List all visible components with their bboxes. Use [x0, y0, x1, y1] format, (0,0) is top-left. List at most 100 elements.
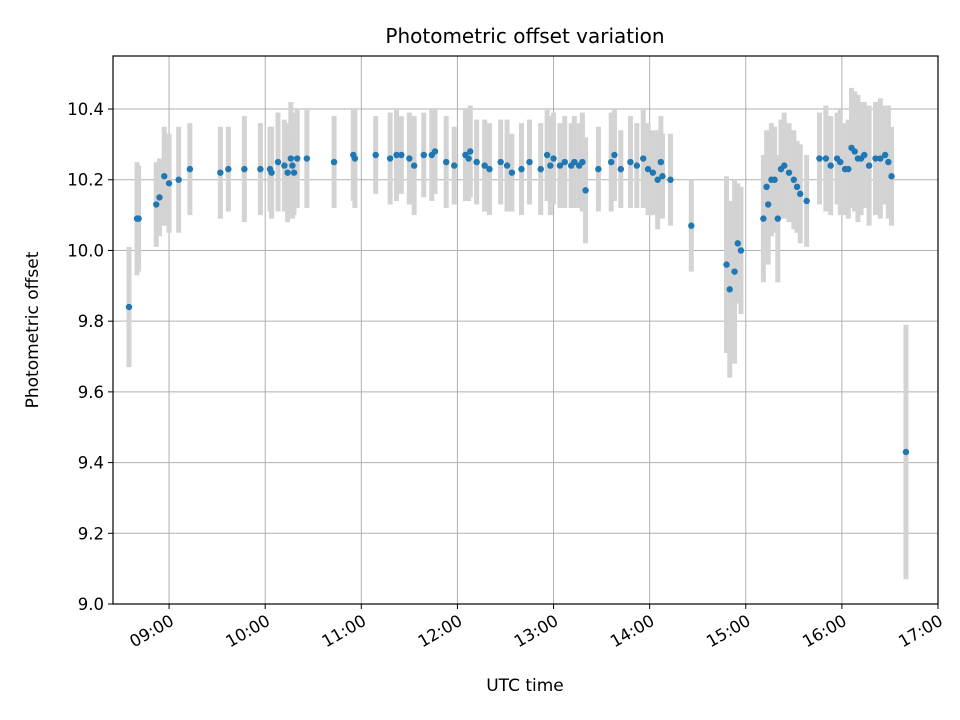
data-point: [351, 155, 359, 162]
data-point: [881, 151, 889, 159]
data-point: [734, 240, 741, 247]
data-point: [654, 176, 661, 183]
y-tick-label: 9.0: [78, 595, 104, 614]
data-point: [633, 162, 641, 169]
data-point: [473, 158, 480, 166]
data-point: [723, 261, 730, 268]
data-point: [161, 173, 168, 180]
data-point: [731, 268, 738, 275]
y-axis-ticks: 9.0 9.2 9.4 9.6 9.8 10.0 10.2 10.4: [67, 100, 113, 614]
data-point: [420, 151, 427, 159]
data-point: [611, 151, 618, 159]
data-point: [816, 155, 823, 162]
data-point: [486, 165, 493, 173]
data-point: [443, 158, 450, 166]
data-point: [861, 151, 868, 159]
data-point: [785, 169, 793, 176]
data-point: [135, 215, 142, 222]
data-point: [225, 165, 232, 173]
data-point: [627, 158, 634, 166]
data-point: [156, 194, 163, 201]
data-point: [289, 162, 296, 169]
data-point: [406, 155, 413, 162]
data-point: [737, 247, 745, 254]
data-point: [287, 155, 295, 162]
data-point: [790, 176, 798, 183]
data-point: [526, 158, 533, 166]
data-point: [303, 155, 311, 162]
data-point: [726, 286, 733, 293]
data-point: [410, 162, 418, 169]
data-point: [393, 151, 400, 159]
data-point: [284, 169, 291, 176]
data-point: [659, 173, 666, 180]
data-point: [649, 169, 657, 176]
data-point: [764, 201, 772, 208]
data-point: [451, 162, 458, 169]
data-point: [872, 155, 879, 162]
data-point: [774, 215, 782, 222]
data-point: [657, 158, 665, 166]
y-tick-label: 9.6: [78, 383, 104, 402]
data-point: [125, 303, 133, 311]
data-point: [877, 155, 884, 162]
y-tick-label: 10.0: [67, 241, 104, 260]
data-point: [763, 183, 770, 191]
x-axis-title: UTC time: [486, 676, 564, 696]
y-tick-label: 10.4: [67, 100, 104, 119]
data-point: [294, 155, 301, 162]
data-point: [667, 176, 674, 183]
data-point: [793, 183, 801, 191]
data-point: [537, 165, 544, 173]
data-point: [290, 169, 298, 176]
data-point: [550, 155, 557, 162]
data-point: [330, 158, 338, 166]
data-point: [797, 190, 804, 198]
data-point: [241, 165, 248, 173]
y-axis-title: Photometric offset: [23, 251, 43, 408]
data-point: [595, 165, 602, 173]
data-point: [902, 448, 910, 456]
data-point: [175, 176, 182, 183]
data-point: [518, 165, 525, 173]
data-point: [851, 148, 858, 155]
data-point: [617, 165, 625, 173]
data-point: [827, 162, 834, 169]
data-point: [165, 180, 173, 187]
data-point: [431, 148, 439, 155]
data-point: [257, 165, 264, 173]
data-point: [217, 169, 224, 176]
data-point: [644, 165, 652, 173]
data-point: [571, 158, 578, 166]
data-point: [481, 162, 488, 169]
data-point: [503, 162, 511, 169]
y-tick-label: 9.4: [78, 454, 104, 473]
data-point: [582, 187, 589, 194]
data-point: [888, 173, 895, 180]
data-point: [467, 148, 474, 155]
data-point: [579, 158, 586, 166]
data-point: [688, 222, 695, 229]
data-point: [268, 169, 275, 176]
data-point: [837, 158, 844, 166]
data-point: [771, 176, 778, 183]
chart-title: Photometric offset variation: [385, 24, 664, 48]
data-point: [803, 197, 810, 205]
data-point: [153, 201, 160, 208]
y-tick-label: 10.2: [67, 171, 104, 190]
data-point: [556, 162, 564, 169]
y-tick-label: 9.8: [78, 312, 104, 331]
data-point: [372, 151, 379, 159]
data-point: [608, 158, 615, 166]
data-point: [561, 158, 568, 166]
data-point: [640, 155, 647, 162]
data-point: [281, 162, 288, 169]
data-point: [497, 158, 504, 166]
plot-frame: [112, 55, 939, 605]
data-point: [822, 155, 830, 162]
data-point: [508, 169, 516, 176]
data-point: [543, 151, 551, 159]
data-point: [845, 165, 852, 173]
